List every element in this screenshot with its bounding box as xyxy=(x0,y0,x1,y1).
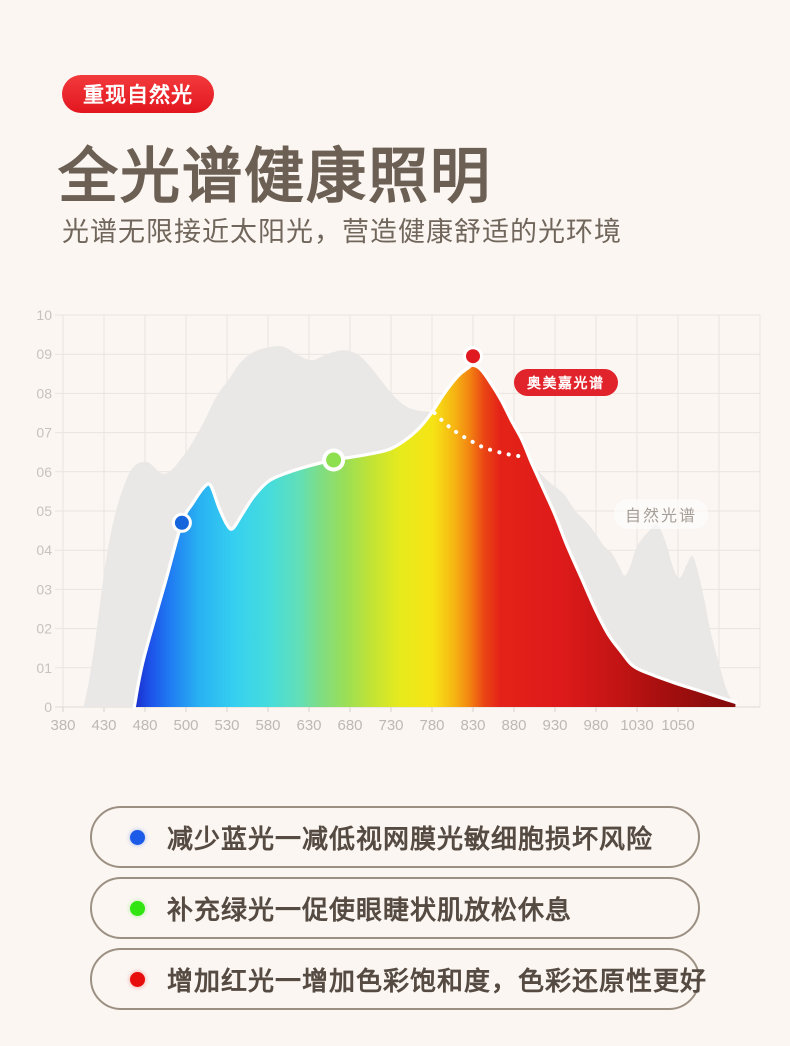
feature-pill-blue: 减少蓝光一减低视网膜光敏细胞损坏风险 xyxy=(90,806,700,868)
feature-text: 补充绿光一促使眼睫状肌放松休息 xyxy=(167,894,573,925)
svg-text:580: 580 xyxy=(255,717,280,734)
svg-text:930: 930 xyxy=(542,717,567,734)
svg-text:530: 530 xyxy=(214,717,239,734)
svg-text:880: 880 xyxy=(501,717,526,734)
svg-text:09: 09 xyxy=(36,346,52,362)
green-marker xyxy=(322,448,346,472)
svg-text:06: 06 xyxy=(36,464,52,480)
svg-text:680: 680 xyxy=(337,717,362,734)
svg-text:780: 780 xyxy=(419,717,444,734)
svg-text:0: 0 xyxy=(44,699,52,715)
red-marker xyxy=(463,346,483,367)
svg-text:03: 03 xyxy=(36,581,52,597)
svg-text:07: 07 xyxy=(36,425,52,441)
natural-light-badge: 重现自然光 xyxy=(62,75,214,113)
svg-text:980: 980 xyxy=(583,717,608,734)
red-dot-icon xyxy=(130,971,145,987)
feature-text: 减少蓝光一减低视网膜光敏细胞损坏风险 xyxy=(167,823,654,854)
svg-text:630: 630 xyxy=(296,717,321,734)
x-axis-tick-marks xyxy=(62,707,679,712)
product-spectrum-line xyxy=(132,363,737,709)
spectrum-chart: 10 09 08 07 06 05 04 03 02 01 0 380 430 480 500 530 580 6… xyxy=(22,305,767,735)
blue-marker xyxy=(171,512,192,533)
svg-text:01: 01 xyxy=(36,660,52,676)
spectrum-chart-canvas: 10 09 08 07 06 05 04 03 02 01 0 380 430 480 500 530 580 6… xyxy=(36,307,761,734)
natural-spectrum-dotted-line xyxy=(432,411,530,459)
svg-text:730: 730 xyxy=(378,717,403,734)
svg-text:380: 380 xyxy=(50,717,75,734)
svg-text:1030: 1030 xyxy=(620,717,653,734)
natural-spectrum-label: 自然光谱 xyxy=(614,499,709,529)
svg-text:480: 480 xyxy=(132,717,157,734)
product-spectrum-area xyxy=(134,365,736,707)
svg-text:830: 830 xyxy=(460,717,485,734)
svg-text:08: 08 xyxy=(36,385,52,401)
feature-text: 增加红光一增加色彩饱和度，色彩还原性更好 xyxy=(167,965,708,996)
svg-text:04: 04 xyxy=(36,542,52,558)
feature-pill-green: 补充绿光一促使眼睫状肌放松休息 xyxy=(90,877,700,939)
svg-text:10: 10 xyxy=(36,307,52,323)
green-dot-icon xyxy=(130,900,145,916)
feature-list: 减少蓝光一减低视网膜光敏细胞损坏风险 补充绿光一促使眼睫状肌放松休息 增加红光一… xyxy=(90,806,706,1010)
svg-text:500: 500 xyxy=(173,717,198,734)
svg-text:05: 05 xyxy=(36,503,52,519)
page-title: 全光谱健康照明 xyxy=(58,143,492,210)
product-spectrum-label: 奥美嘉光谱 xyxy=(514,369,618,396)
x-axis-labels: 380 430 480 500 530 580 630 680 730 780 830 880 930 9… xyxy=(50,717,694,734)
svg-text:02: 02 xyxy=(36,621,52,637)
svg-text:1050: 1050 xyxy=(661,717,694,734)
y-axis-labels: 10 09 08 07 06 05 04 03 02 01 0 xyxy=(36,307,52,715)
svg-text:430: 430 xyxy=(91,717,116,734)
feature-pill-red: 增加红光一增加色彩饱和度，色彩还原性更好 xyxy=(90,948,706,1010)
blue-dot-icon xyxy=(130,829,145,845)
page-subtitle: 光谱无限接近太阳光，营造健康舒适的光环境 xyxy=(62,217,622,247)
